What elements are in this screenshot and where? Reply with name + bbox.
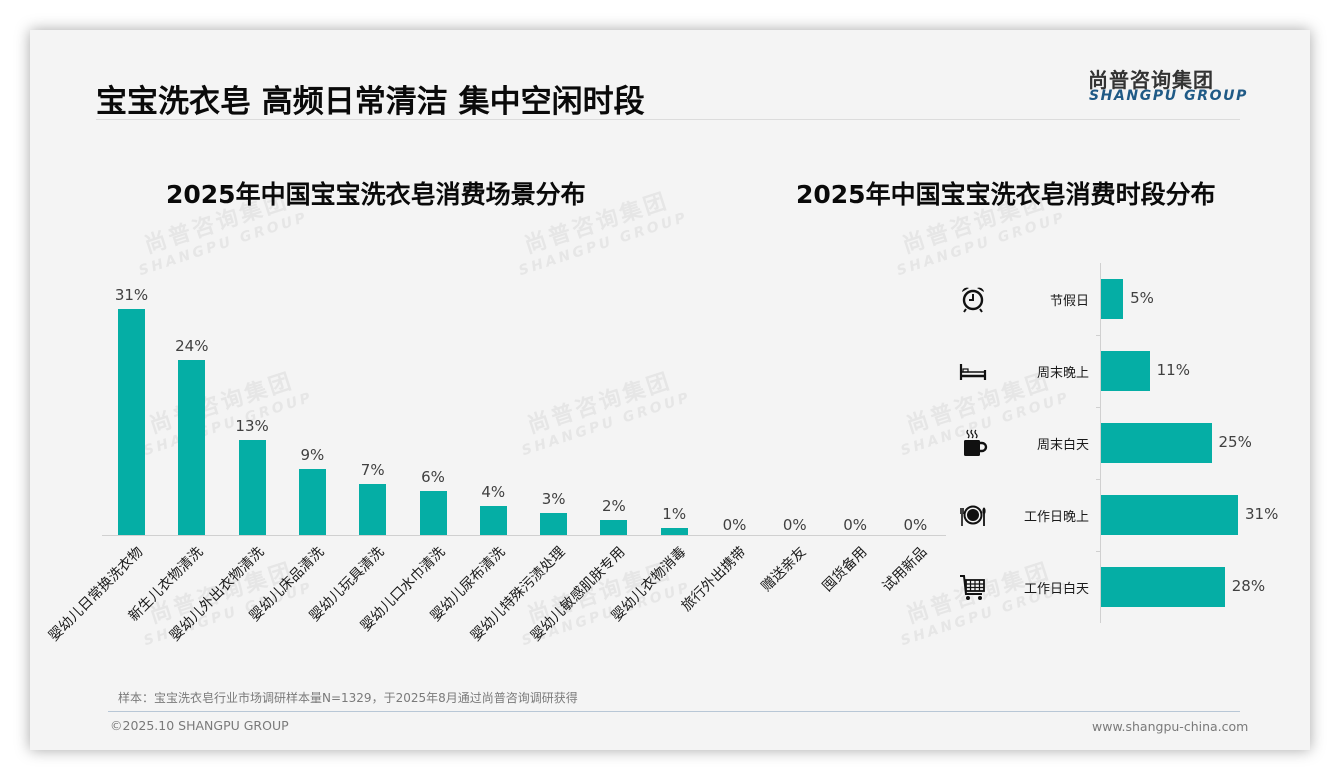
data-label: 3% bbox=[541, 490, 566, 509]
category-label: 节假日 bbox=[1049, 294, 1089, 309]
time-bar-chart: 5% 节假日 11% 周末晚上 25% 周末白天 31% 工作日晚上 28% 工作日白天 bbox=[30, 30, 1310, 710]
title-divider bbox=[96, 119, 1240, 120]
copyright: ©2025.10 SHANGPU GROUP bbox=[110, 718, 289, 733]
bar bbox=[540, 513, 568, 535]
logo-english: SHANGPU GROUP bbox=[1089, 88, 1248, 104]
category-label: 工作日白天 bbox=[1023, 582, 1089, 597]
time-chart-title: 2025年中国宝宝洗衣皂消费时段分布 bbox=[796, 180, 1216, 209]
data-label: 11% bbox=[1156, 361, 1190, 379]
x-axis-line bbox=[102, 535, 946, 536]
page-title: 宝宝洗衣皂 高频日常清洁 集中空闲时段 bbox=[96, 84, 645, 120]
scene-bar-chart: 31% 婴幼儿日常换洗衣物 24% 新生儿衣物清洗 13% 婴幼儿外出衣物清洗 9% 婴幼儿床… bbox=[30, 30, 960, 710]
data-label: 7% bbox=[360, 460, 385, 479]
shopping-cart-icon bbox=[958, 572, 988, 602]
data-label: 2% bbox=[601, 497, 626, 516]
axis-tick bbox=[1096, 335, 1101, 336]
bar bbox=[1101, 279, 1124, 319]
axis-tick bbox=[1096, 551, 1101, 552]
bar bbox=[178, 359, 206, 535]
website-link[interactable]: www.shangpu-china.com bbox=[1092, 719, 1249, 734]
hot-coffee-icon bbox=[958, 428, 988, 458]
bar bbox=[1101, 567, 1225, 607]
data-label: 31% bbox=[1245, 505, 1279, 523]
footer-divider bbox=[108, 711, 1240, 712]
alarm-clock-icon bbox=[958, 284, 988, 314]
category-label: 周末晚上 bbox=[1036, 366, 1089, 381]
bar bbox=[1101, 351, 1150, 391]
category-label: 周末白天 bbox=[1036, 438, 1089, 453]
data-label: 24% bbox=[175, 336, 209, 355]
bar bbox=[1101, 423, 1212, 463]
data-label: 13% bbox=[235, 417, 269, 436]
bar bbox=[359, 483, 387, 535]
data-label: 0% bbox=[903, 516, 928, 534]
data-label: 4% bbox=[481, 482, 506, 501]
bed-icon bbox=[958, 356, 988, 386]
data-label: 1% bbox=[662, 504, 687, 523]
bar bbox=[1101, 495, 1239, 535]
slide: 尚普咨询集团 SHANGPU GROUP 尚普咨询集团 SHANGPU GROUP … bbox=[30, 30, 1310, 750]
data-label: 0% bbox=[843, 516, 867, 534]
data-label: 25% bbox=[1218, 433, 1252, 451]
bar bbox=[479, 505, 507, 535]
data-label: 0% bbox=[722, 516, 747, 534]
dinner-plate-icon bbox=[958, 500, 988, 530]
data-label: 5% bbox=[1130, 289, 1154, 307]
data-label: 9% bbox=[300, 446, 325, 465]
bar bbox=[298, 469, 326, 535]
data-label: 28% bbox=[1231, 577, 1266, 595]
axis-tick bbox=[1096, 479, 1101, 480]
axis-tick bbox=[1096, 407, 1101, 408]
scene-chart-title: 2025年中国宝宝洗衣皂消费场景分布 bbox=[166, 180, 586, 209]
bar bbox=[118, 308, 145, 535]
bar bbox=[660, 527, 688, 535]
data-label: 6% bbox=[421, 468, 445, 487]
bar bbox=[600, 520, 628, 535]
bar bbox=[419, 491, 447, 535]
logo-chinese: 尚普咨询集团 bbox=[1088, 68, 1214, 92]
category-label: 工作日晚上 bbox=[1023, 510, 1089, 525]
sample-note: 样本：宝宝洗衣皂行业市场调研样本量N=1329，于2025年8月通过尚普咨询调研… bbox=[118, 691, 578, 705]
data-label: 31% bbox=[114, 285, 149, 304]
y-axis-line bbox=[1100, 263, 1101, 623]
bar bbox=[238, 440, 266, 535]
data-label: 0% bbox=[782, 516, 807, 534]
